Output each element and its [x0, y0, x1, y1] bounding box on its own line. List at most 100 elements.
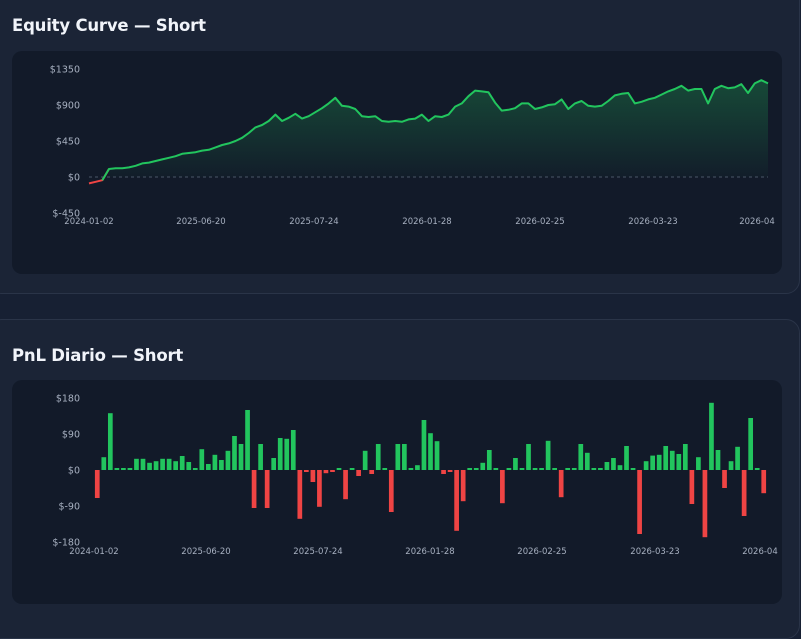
pnl-bar: [532, 468, 538, 470]
pnl-bar: [513, 458, 518, 470]
y-tick-label: $180: [56, 394, 80, 405]
pnl-bar: [565, 468, 571, 470]
pnl-bar: [558, 470, 564, 498]
pnl-bar: [101, 457, 107, 470]
pnl-bar: [127, 468, 133, 470]
pnl-bar: [650, 455, 655, 470]
pnl-bar: [271, 458, 277, 470]
pnl-bar: [166, 458, 172, 470]
pnl-bar: [735, 446, 740, 470]
pnl-bar: [421, 420, 427, 470]
pnl-bar: [447, 470, 453, 472]
y-tick-label: $900: [56, 101, 80, 112]
pnl-bar: [709, 402, 714, 470]
y-tick-label: $-450: [52, 209, 80, 220]
pnl-bar: [245, 410, 250, 470]
x-tick-label: 2026-04: [739, 217, 775, 227]
pnl-diario-panel: $180 $90 $0 $-90 $-180 2024-01-02 2025-06-20 20…: [12, 380, 782, 604]
pnl-bar: [369, 470, 375, 474]
pnl-bar: [617, 465, 623, 470]
x-tick-label: 2025-07-24: [289, 217, 338, 227]
pnl-bar: [715, 450, 721, 470]
pnl-bar: [630, 468, 636, 470]
pnl-bar: [637, 470, 642, 534]
pnl-bar: [539, 468, 544, 470]
pnl-bar: [624, 446, 629, 470]
pnl-bar: [277, 438, 283, 470]
pnl-bar: [682, 444, 688, 470]
pnl-bar: [264, 470, 270, 508]
pnl-bar: [238, 444, 244, 470]
pnl-bar: [304, 470, 309, 472]
y-tick-label: $0: [68, 173, 80, 184]
pnl-bar: [173, 461, 179, 470]
y-tick-label: $0: [68, 466, 80, 477]
pnl-bar: [284, 438, 290, 470]
pnl-bar: [526, 444, 531, 470]
pnl-bar: [402, 444, 407, 470]
x-tick-label: 2026-02-25: [515, 217, 564, 227]
pnl-bar: [696, 457, 701, 470]
y-tick-label: $-180: [52, 538, 80, 549]
pnl-bar: [506, 468, 512, 470]
pnl-bar: [258, 444, 263, 470]
pnl-bar: [205, 464, 211, 470]
pnl-bar: [441, 470, 446, 474]
pnl-bar: [460, 470, 466, 502]
pnl-bar: [219, 460, 224, 470]
y-tick-label: $-90: [58, 502, 80, 513]
pnl-bar: [114, 468, 120, 470]
pnl-bar: [611, 458, 616, 470]
pnl-bar: [382, 468, 388, 470]
pnl-bar: [545, 440, 551, 470]
pnl-bar: [669, 450, 675, 470]
x-tick-label: 2026-04: [742, 547, 778, 557]
pnl-bar: [519, 468, 525, 470]
x-tick-label: 2024-01-02: [64, 217, 113, 227]
pnl-bar: [199, 449, 205, 470]
pnl-bar: [584, 452, 590, 470]
pnl-diario-title: PnL Diario — Short: [12, 346, 184, 365]
equity-line-negative: [88, 168, 110, 185]
equity-curve-panel: $1350 $900 $450 $0 $-450 2024-01-02 2025-06-20…: [12, 51, 782, 274]
pnl-bar: [643, 461, 649, 470]
x-tick-label: 2026-02-25: [517, 547, 566, 557]
pnl-bar: [140, 458, 146, 470]
pnl-bar: [591, 468, 597, 470]
pnl-bar: [434, 441, 440, 470]
pnl-bar: [598, 468, 603, 470]
x-tick-label: 2026-01-28: [405, 547, 454, 557]
pnl-bar: [748, 418, 754, 470]
equity-area: [108, 80, 769, 177]
pnl-bar: [94, 470, 100, 498]
x-tick-label: 2026-03-23: [628, 217, 677, 227]
pnl-bar: [761, 470, 767, 494]
x-tick-label: 2025-07-24: [293, 547, 342, 557]
pnl-bar: [323, 470, 329, 474]
pnl-bar: [317, 470, 322, 507]
pnl-bar: [388, 470, 394, 512]
pnl-bar: [330, 470, 335, 472]
pnl-bar: [480, 462, 486, 470]
pnl-bar: [251, 470, 257, 508]
pnl-bar: [656, 454, 662, 470]
pnl-bar: [663, 446, 669, 470]
pnl-bar: [336, 468, 342, 470]
equity-curve-card: Equity Curve — Short $1350 $900 $450 $0 $-45…: [0, 0, 800, 294]
pnl-bar: [728, 461, 734, 470]
pnl-bar: [741, 470, 747, 516]
pnl-bar: [147, 462, 152, 470]
pnl-bar: [362, 450, 368, 470]
equity-curve-title: Equity Curve — Short: [12, 16, 206, 35]
y-tick-label: $90: [62, 430, 80, 441]
pnl-bar: [160, 458, 165, 470]
x-tick-label: 2025-06-20: [181, 547, 230, 557]
x-tick-label: 2024-01-02: [69, 547, 118, 557]
pnl-bar: [349, 468, 355, 470]
pnl-diario-card: PnL Diario — Short $180 $90 $0 $-90 $-180 202…: [0, 319, 800, 639]
pnl-bar: [702, 470, 708, 538]
pnl-bar: [552, 468, 557, 470]
pnl-bar: [493, 468, 499, 470]
